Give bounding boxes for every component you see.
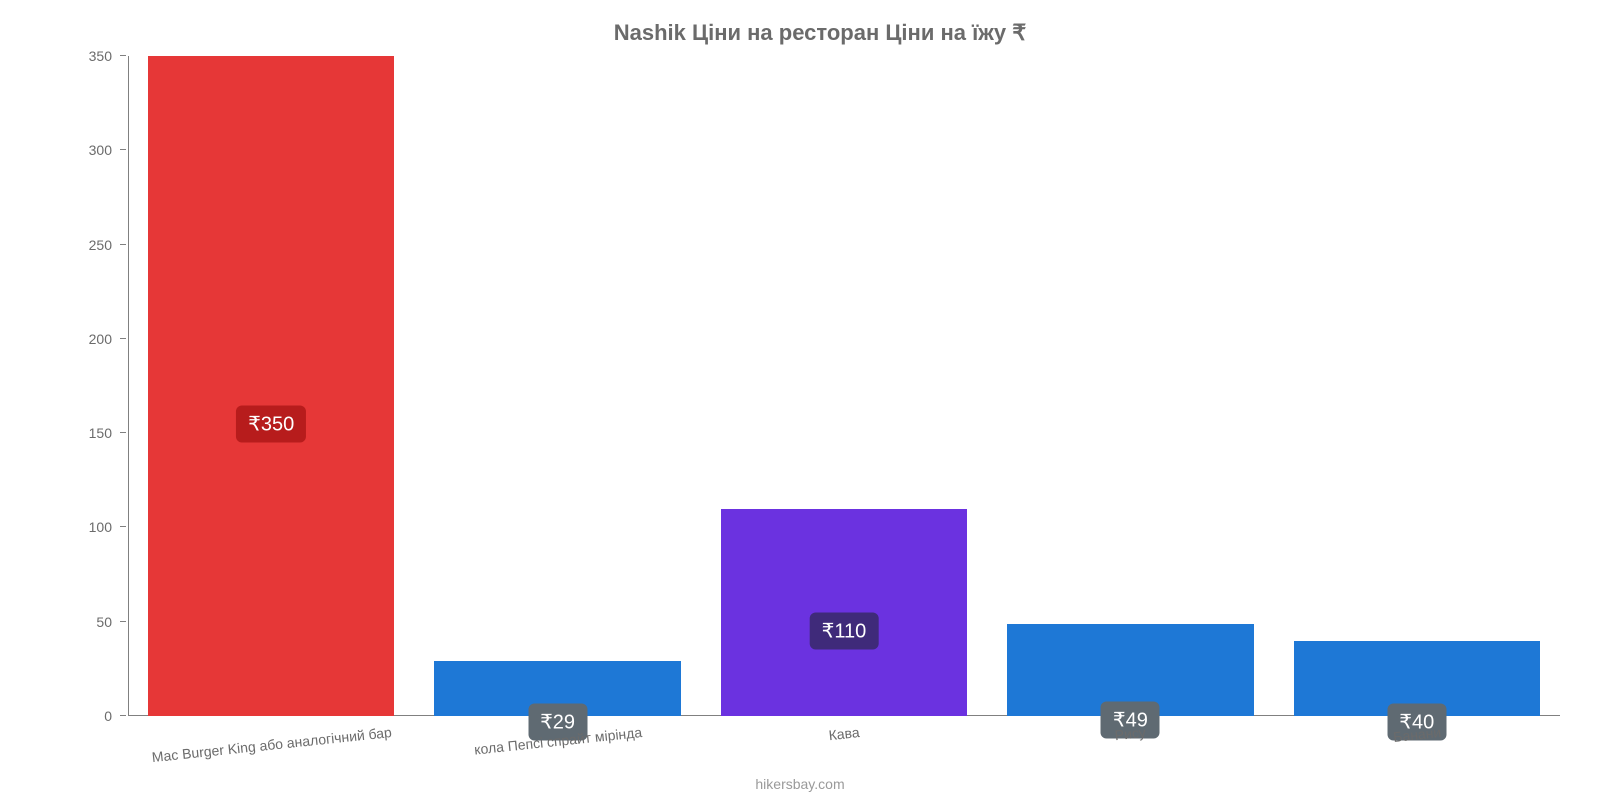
value-badge: ₹110 <box>810 613 879 650</box>
y-tick-label: 350 <box>89 48 112 64</box>
bar-slot: ₹49Рису <box>987 56 1273 716</box>
x-category-label: Mac Burger King або аналогічний бар <box>151 724 392 765</box>
y-tick-label: 0 <box>104 708 112 724</box>
bar <box>148 56 394 716</box>
x-category-label: Рису <box>1114 724 1147 743</box>
chart-container: Nashik Ціни на ресторан Ціни на їжу ₹ 0 5… <box>0 0 1600 800</box>
y-tick-label: 100 <box>89 519 112 535</box>
y-tick-label: 200 <box>89 331 112 347</box>
bar-slot: ₹110Кава <box>701 56 987 716</box>
bar-slot: ₹40Банани <box>1274 56 1560 716</box>
x-category-label: Кава <box>828 724 861 743</box>
y-tick-mark <box>120 244 126 245</box>
chart-title: Nashik Ціни на ресторан Ціни на їжу ₹ <box>80 20 1560 46</box>
y-tick-mark <box>120 55 126 56</box>
y-axis: 050100150200250300350 <box>70 56 120 716</box>
bar-slot: ₹29кола Пепсі спрайт мірінда <box>414 56 700 716</box>
y-tick-mark <box>120 621 126 622</box>
bar-slot: ₹350Mac Burger King або аналогічний бар <box>128 56 414 716</box>
footer-credit: hikersbay.com <box>755 776 844 792</box>
y-tick-label: 300 <box>89 142 112 158</box>
y-tick-mark <box>120 526 126 527</box>
y-tick-label: 50 <box>96 614 112 630</box>
y-tick-mark <box>120 432 126 433</box>
value-badge: ₹350 <box>236 405 306 442</box>
y-tick-mark <box>120 715 126 716</box>
y-tick-mark <box>120 149 126 150</box>
y-tick-label: 150 <box>89 425 112 441</box>
y-tick-mark <box>120 338 126 339</box>
plot-area: 050100150200250300350 ₹350Mac Burger Kin… <box>80 56 1560 716</box>
bars-area: ₹350Mac Burger King або аналогічний бар₹… <box>128 56 1560 716</box>
y-tick-label: 250 <box>89 237 112 253</box>
